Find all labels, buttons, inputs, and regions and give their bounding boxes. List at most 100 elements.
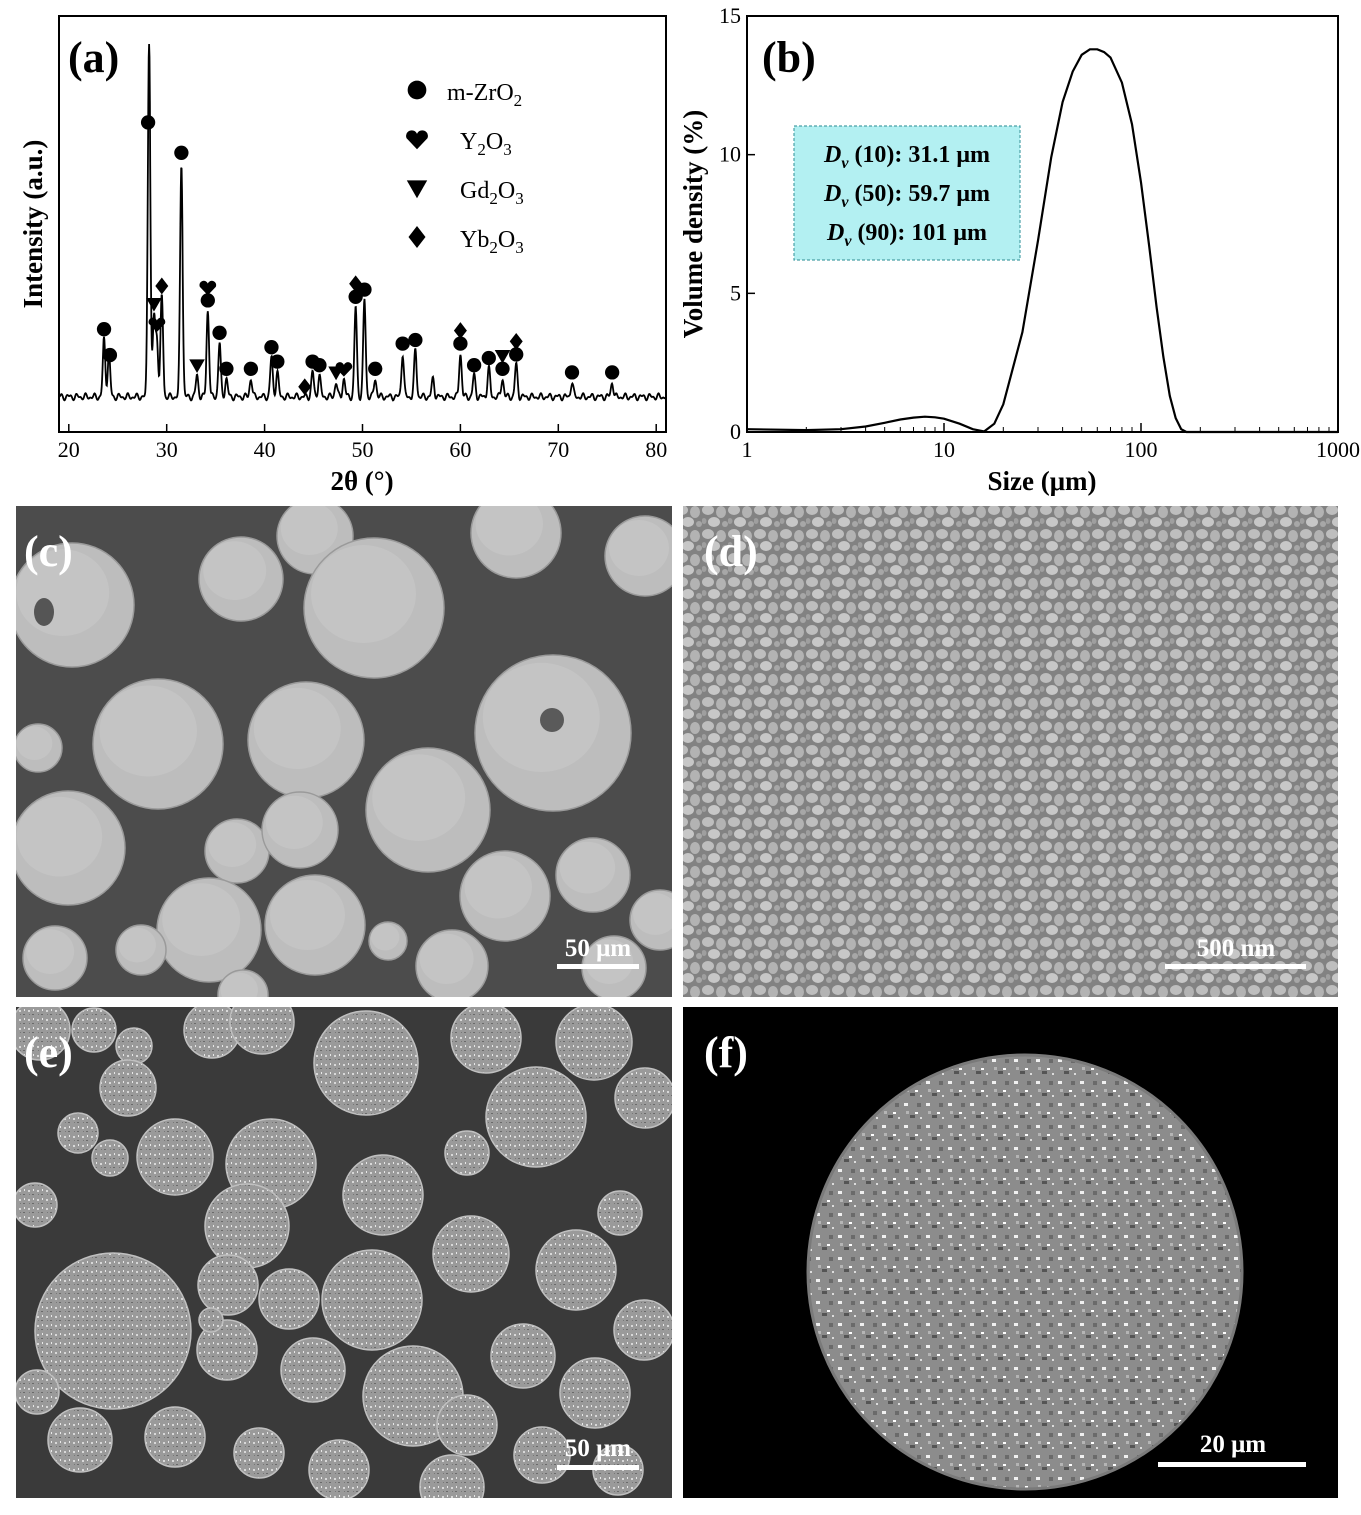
sphere-highlight xyxy=(372,754,466,841)
panel-f-scale-label: 20 μm xyxy=(1200,1431,1266,1458)
sphere-dimple xyxy=(540,708,564,732)
particle-cross-section xyxy=(444,1130,490,1176)
x-tick-label: 50 xyxy=(352,437,374,462)
panel-a-xlabel: 2θ (°) xyxy=(330,466,393,496)
panel-d-scale-label: 500 nm xyxy=(1197,935,1276,962)
legend-marker-heart xyxy=(406,130,428,150)
particle-cross-section xyxy=(321,1249,423,1351)
y-tick-label: 15 xyxy=(719,3,741,28)
phase-marker-heart xyxy=(199,280,217,296)
x-tick-label: 80 xyxy=(645,437,667,462)
sphere-highlight xyxy=(26,929,75,974)
sphere-highlight xyxy=(464,855,532,919)
sphere-highlight xyxy=(16,726,53,760)
legend-marker-diamond xyxy=(408,225,426,249)
particle-cross-section xyxy=(490,1323,556,1389)
phase-marker-circle xyxy=(605,365,620,380)
sphere-highlight xyxy=(253,687,341,770)
phase-marker-triangle-down xyxy=(189,359,205,373)
sphere-highlight xyxy=(585,939,634,984)
particle-cross-section xyxy=(342,1154,424,1236)
particle-cross-section xyxy=(233,1427,285,1479)
panel-b-psd: 1 10 100 1000 0 5 10 15 Size (μm) Volume densit… xyxy=(678,3,1360,496)
panel-b-label: (b) xyxy=(762,33,816,82)
particle-cross-section xyxy=(91,1139,129,1177)
panel-a-x-axis: 20 30 40 50 60 70 80 xyxy=(58,424,667,462)
sphere-highlight xyxy=(16,796,103,877)
panel-c-scale-bar xyxy=(557,964,639,969)
phase-marker-circle xyxy=(212,325,227,340)
x-tick-label: 10 xyxy=(933,437,955,462)
particle-cross-section xyxy=(614,1067,672,1129)
phase-marker-circle xyxy=(243,361,259,376)
legend-label: Y2O3 xyxy=(460,129,512,159)
phase-marker-circle xyxy=(96,322,112,337)
phase-marker-triangle-down xyxy=(146,298,162,312)
particle-cross-section xyxy=(198,1307,224,1333)
sphere-highlight xyxy=(265,795,323,850)
particle-cross-section xyxy=(197,1254,259,1316)
particle-cross-section xyxy=(115,1027,153,1065)
particle-cross-section xyxy=(485,1066,587,1168)
panel-b-frame xyxy=(746,15,1339,433)
panel-e-sem-image: (e) 50 μm xyxy=(16,1007,672,1498)
x-tick-label: 1000 xyxy=(1316,437,1360,462)
panel-c-scale-label: 50 μm xyxy=(565,935,631,962)
legend-marker-triangle-down xyxy=(406,180,428,199)
particle-cross-section xyxy=(16,1007,71,1061)
panel-a-xrd: 20 30 40 50 60 70 80 2θ (°) Intensity (a.u.) (… xyxy=(18,15,667,496)
size-distribution-line xyxy=(746,48,1338,434)
panel-c-label: (c) xyxy=(24,527,73,576)
phase-marker-circle xyxy=(368,361,383,376)
dv-line: Dv (90): 101 μm xyxy=(826,220,987,250)
sphere-highlight xyxy=(609,520,669,576)
panel-f-particle-section xyxy=(806,1053,1244,1491)
particle-cross-section xyxy=(613,1299,672,1361)
dv-line: Dv (50): 59.7 μm xyxy=(823,181,990,211)
legend-label: Gd2O3 xyxy=(460,178,524,208)
particle-cross-section xyxy=(229,1007,295,1055)
phase-marker-diamond xyxy=(155,277,169,295)
sphere-highlight xyxy=(370,923,400,951)
phase-marker-circle xyxy=(270,354,285,369)
sphere-highlight xyxy=(270,880,345,950)
panel-e-scale-label: 50 μm xyxy=(565,1435,631,1462)
phase-marker-heart xyxy=(335,362,353,377)
dv-annotation-text: Dv (10): 31.1 μm Dv (50): 59.7 μm Dv (90):… xyxy=(823,142,990,250)
particle-cross-section xyxy=(258,1268,320,1330)
particle-cross-section xyxy=(47,1407,113,1473)
dv-line: Dv (10): 31.1 μm xyxy=(823,142,990,172)
particle-cross-section xyxy=(280,1337,346,1403)
legend-marker-circle xyxy=(407,80,427,100)
sphere-highlight xyxy=(118,927,156,963)
panel-d-label: (d) xyxy=(704,527,758,576)
phase-marker-circle xyxy=(509,347,524,362)
particle-cross-section xyxy=(16,1369,60,1415)
panel-c-sem-image: (c) 50 μm xyxy=(16,506,672,997)
particle-cross-section xyxy=(559,1357,631,1429)
particle-cross-section xyxy=(555,1007,633,1081)
panel-b-xlabel: Size (μm) xyxy=(987,466,1096,496)
sphere-highlight xyxy=(162,883,241,956)
sphere-highlight xyxy=(633,893,672,935)
phase-marker-circle xyxy=(408,332,423,348)
phase-marker-circle xyxy=(219,361,234,376)
sphere-highlight xyxy=(559,841,616,894)
panel-d-sem-image: (d) 500 nm xyxy=(683,506,1338,997)
particle-cross-section xyxy=(204,1183,290,1269)
panel-b-axes: 1 10 100 1000 0 5 10 15 xyxy=(719,3,1360,462)
phase-marker-circle xyxy=(102,347,118,363)
particle-cross-section xyxy=(436,1394,498,1456)
x-tick-label: 100 xyxy=(1125,437,1158,462)
sphere-highlight xyxy=(280,506,338,555)
x-tick-label: 1 xyxy=(742,437,753,462)
y-tick-label: 10 xyxy=(719,142,741,167)
particle-cross-section xyxy=(513,1426,571,1484)
phase-marker-diamond xyxy=(298,378,312,396)
phase-marker-circle xyxy=(453,336,468,351)
panel-f-label: (f) xyxy=(704,1028,748,1077)
phase-marker-circle xyxy=(495,361,510,376)
x-tick-label: 20 xyxy=(58,437,80,462)
particle-cross-section xyxy=(535,1229,617,1311)
